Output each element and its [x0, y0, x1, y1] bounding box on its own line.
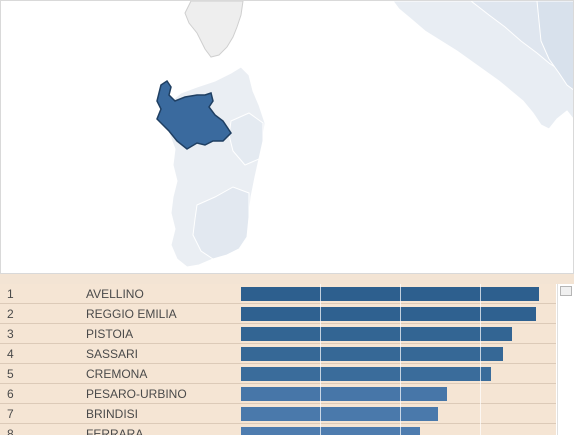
- map-panel[interactable]: [0, 0, 574, 274]
- value-bar[interactable]: [241, 367, 491, 381]
- province-label: SASSARI: [86, 347, 139, 361]
- bar-cell: [240, 424, 556, 435]
- value-bar[interactable]: [241, 427, 420, 435]
- table-row[interactable]: 1 AVELLINO: [0, 284, 556, 304]
- value-bar[interactable]: [241, 347, 503, 361]
- scrollbar-thumb[interactable]: [560, 286, 572, 296]
- bar-cell: [240, 284, 556, 304]
- province-label: BRINDISI: [86, 407, 139, 421]
- rank-label: 2: [7, 307, 14, 321]
- table-row[interactable]: 4 SASSARI: [0, 344, 556, 364]
- map-region-corsica[interactable]: [184, 1, 244, 58]
- province-label: PISTOIA: [86, 327, 134, 341]
- table-row[interactable]: 3 PISTOIA: [0, 324, 556, 344]
- province-label: PESARO-URBINO: [86, 387, 187, 401]
- bar-cell: [240, 364, 556, 384]
- rank-label: 5: [7, 367, 14, 381]
- bar-cell: [240, 344, 556, 364]
- panel-separator: [0, 274, 574, 284]
- value-bar[interactable]: [241, 387, 447, 401]
- rank-label: 4: [7, 347, 14, 361]
- rank-label: 8: [7, 427, 14, 435]
- map-region-sardinia-south[interactable]: [192, 186, 250, 260]
- ranking-table: 1 AVELLINO 2 REGGIO EMILIA 3 PISTOIA 4 SASSARI 5…: [0, 284, 556, 435]
- map-region-sardinia-east[interactable]: [228, 112, 264, 166]
- map-region-mainland-east[interactable]: [536, 1, 574, 91]
- province-label: CREMONA: [86, 367, 148, 381]
- table-row[interactable]: 8 FERRARA: [0, 424, 556, 435]
- rank-label: 7: [7, 407, 14, 421]
- value-bar[interactable]: [241, 327, 512, 341]
- province-label: REGGIO EMILIA: [86, 307, 177, 321]
- grid-line: [320, 284, 321, 435]
- table-row[interactable]: 7 BRINDISI: [0, 404, 556, 424]
- province-label: AVELLINO: [86, 287, 144, 301]
- rank-label: 1: [7, 287, 14, 301]
- bar-cell: [240, 384, 556, 404]
- province-label: FERRARA: [86, 427, 144, 435]
- value-bar[interactable]: [241, 407, 438, 421]
- rank-label: 3: [7, 327, 14, 341]
- bar-cell: [240, 304, 556, 324]
- table-row[interactable]: 5 CREMONA: [0, 364, 556, 384]
- table-row[interactable]: 2 REGGIO EMILIA: [0, 304, 556, 324]
- value-bar[interactable]: [241, 287, 539, 301]
- bar-cell: [240, 404, 556, 424]
- grid-line: [400, 284, 401, 435]
- rank-label: 6: [7, 387, 14, 401]
- bar-cell: [240, 324, 556, 344]
- value-bar[interactable]: [241, 307, 536, 321]
- table-row[interactable]: 6 PESARO-URBINO: [0, 384, 556, 404]
- map-region-sassari[interactable]: [156, 79, 232, 150]
- italy-map[interactable]: [1, 1, 574, 274]
- grid-line: [480, 284, 481, 435]
- table-scrollbar[interactable]: [557, 284, 574, 435]
